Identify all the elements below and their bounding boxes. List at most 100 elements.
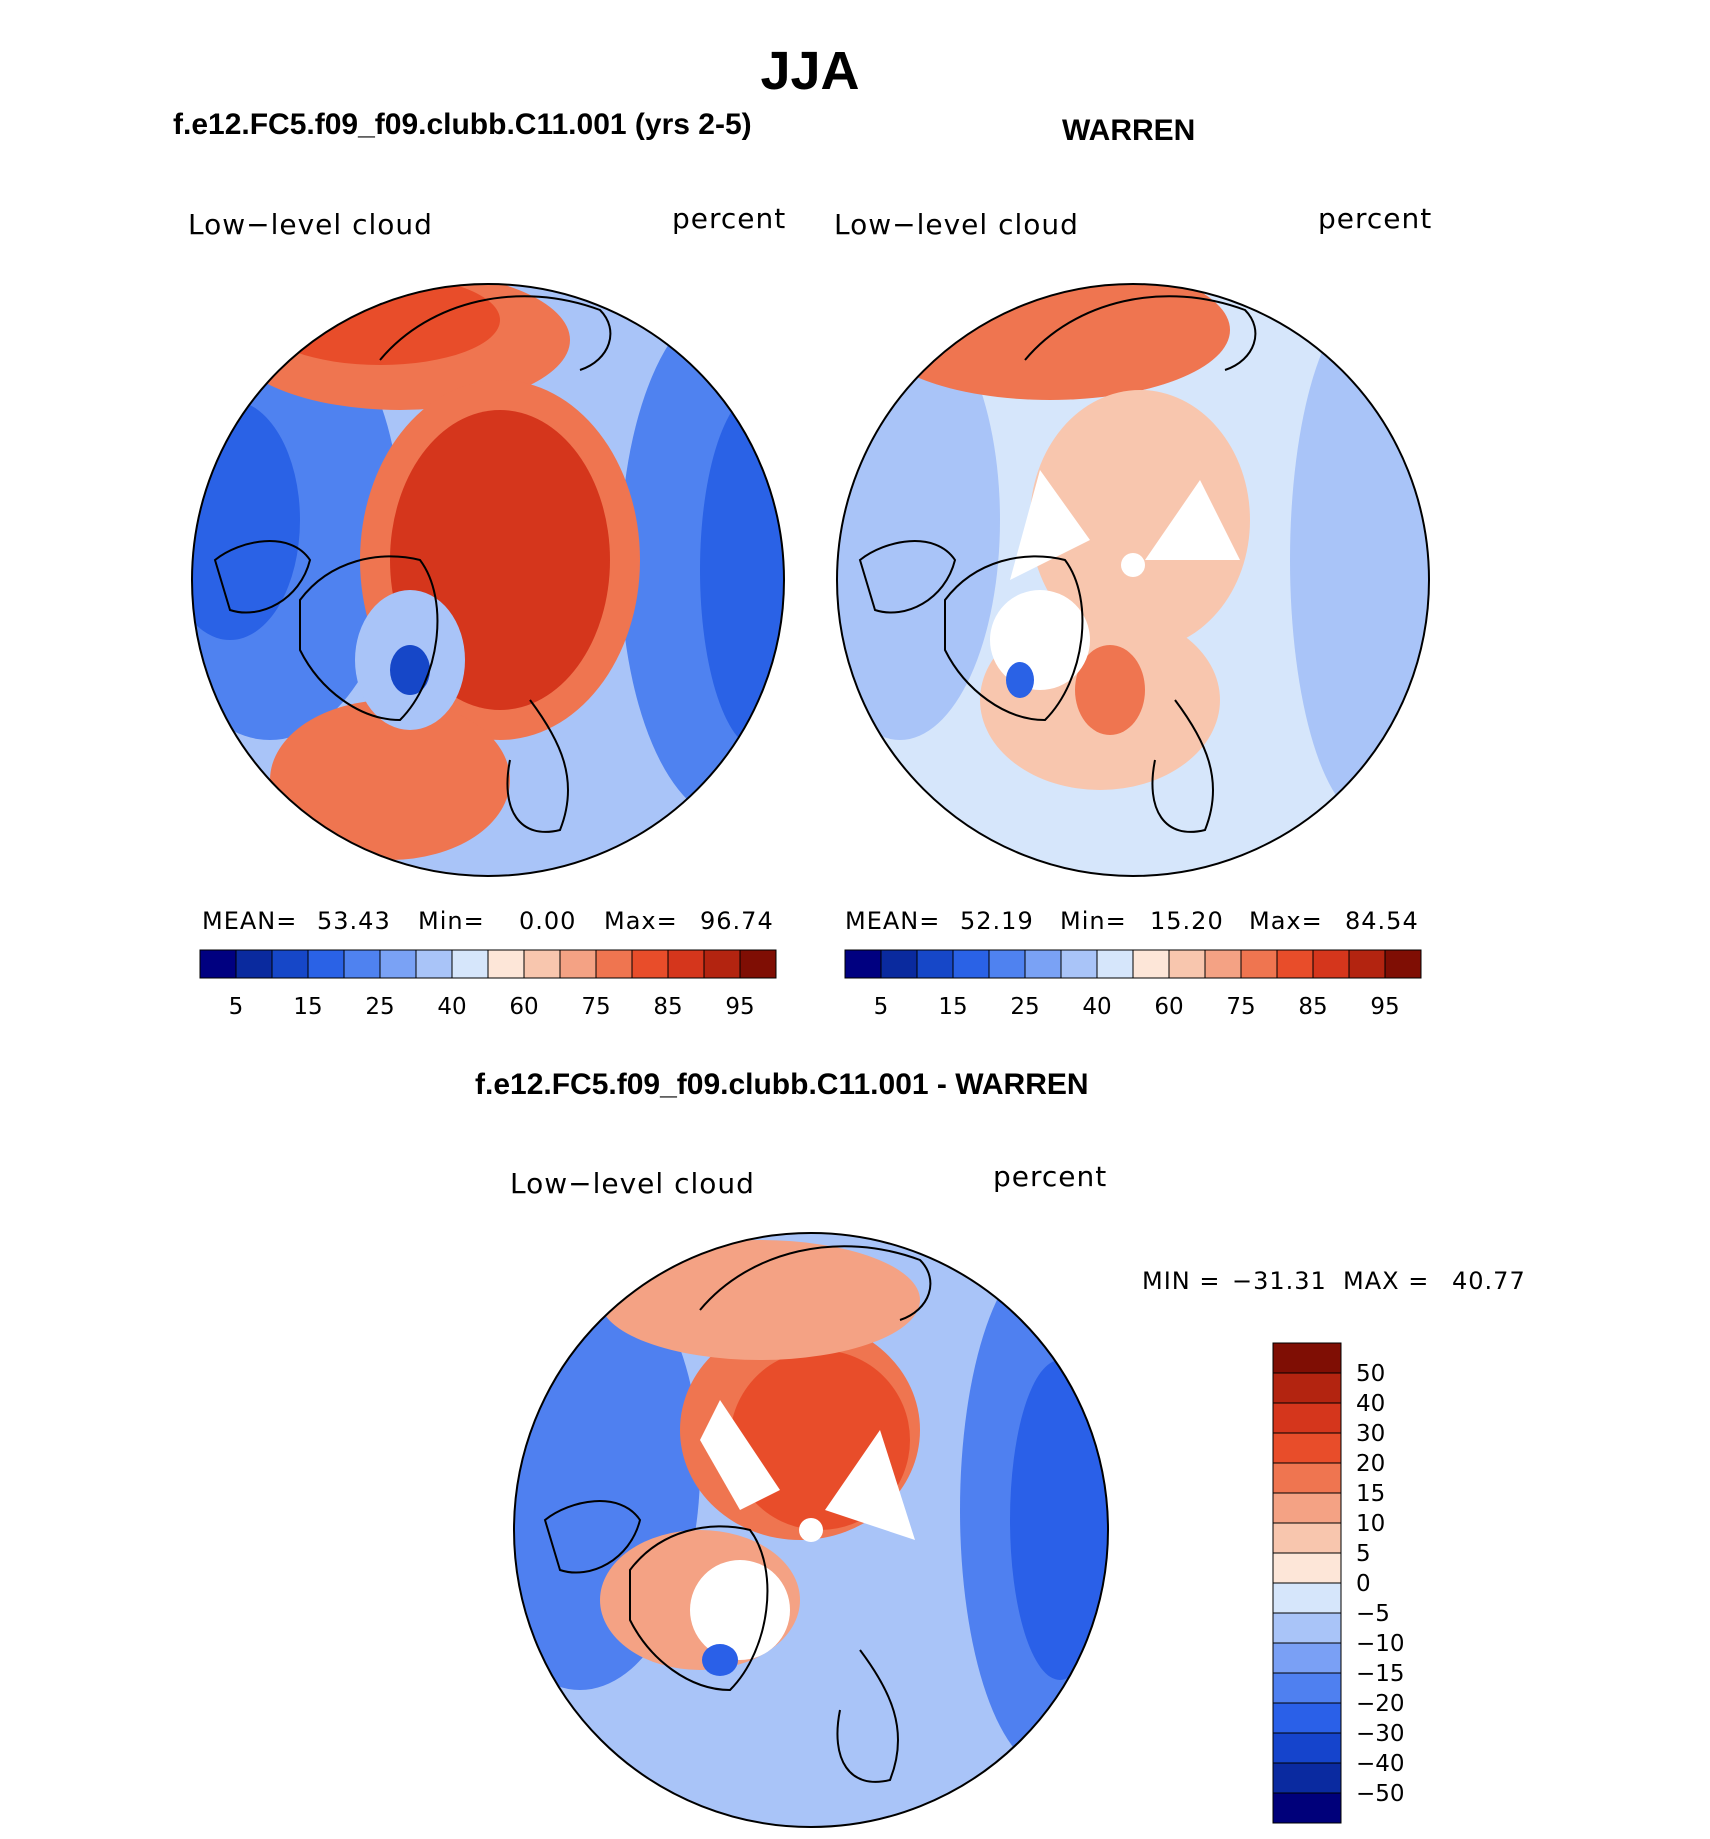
difference-colorbar-swatch bbox=[1272, 1492, 1342, 1524]
difference-colorbar-label: 0 bbox=[1356, 1571, 1371, 1597]
difference-colorbar-swatch bbox=[1272, 1702, 1342, 1734]
difference-variable: Low−level cloud bbox=[510, 1167, 755, 1200]
difference-units: percent bbox=[993, 1160, 1108, 1193]
difference-coastline-alaska bbox=[543, 1500, 642, 1574]
panel1-coastline-scandinavia bbox=[506, 699, 569, 833]
panel2-field-peach-center bbox=[1030, 390, 1250, 650]
panel2-coastline-alaska bbox=[858, 540, 957, 614]
panel2-missing-wedge-east bbox=[1145, 480, 1240, 560]
panel1-max-label: Max= bbox=[604, 907, 678, 935]
panel2-colorbar-label: 40 bbox=[1082, 994, 1111, 1020]
difference-colorbar-label: 10 bbox=[1356, 1511, 1385, 1537]
panel2-colorbar-swatch bbox=[1348, 949, 1386, 979]
difference-map-border bbox=[513, 1232, 1109, 1828]
panel2-min-value: 15.20 bbox=[1150, 907, 1224, 935]
panel2-colorbar-swatch bbox=[1060, 949, 1098, 979]
panel1-units: percent bbox=[672, 202, 787, 235]
difference-colorbar-label: −15 bbox=[1356, 1661, 1405, 1687]
panel2-field-greenland-blue bbox=[1006, 662, 1034, 698]
difference-missing-wedge-west bbox=[700, 1400, 780, 1510]
difference-colorbar-swatch bbox=[1272, 1342, 1342, 1374]
difference-colorbar-label: 5 bbox=[1356, 1541, 1371, 1567]
panel1-colorbar-label: 25 bbox=[365, 994, 394, 1020]
panel1-min-label: Min= bbox=[418, 907, 485, 935]
panel2-colorbar-label: 5 bbox=[874, 994, 889, 1020]
panel2-colorbar: 5 15 25 40 60 75 85 95 bbox=[844, 949, 1422, 1020]
panel2-colorbar-swatch bbox=[1276, 949, 1314, 979]
panel1-colorbar-swatch bbox=[487, 949, 525, 979]
panel1-colorbar-label: 60 bbox=[509, 994, 538, 1020]
difference-colorbar-swatch bbox=[1272, 1582, 1342, 1614]
panel2-min-label: Min= bbox=[1060, 907, 1127, 935]
difference-colorbar-swatch bbox=[1272, 1552, 1342, 1584]
difference-min-label: MIN = bbox=[1142, 1267, 1221, 1295]
panel1-colorbar-swatch bbox=[307, 949, 345, 979]
difference-colorbar-label: −30 bbox=[1356, 1721, 1405, 1747]
panel1-colorbar-label: 95 bbox=[725, 994, 754, 1020]
panel2-mean-value: 52.19 bbox=[960, 907, 1034, 935]
panel1-field-red-south bbox=[270, 700, 510, 860]
panel2-colorbar-swatch bbox=[1240, 949, 1278, 979]
difference-colorbar-swatch bbox=[1272, 1372, 1342, 1404]
difference-max-label: MAX = bbox=[1343, 1267, 1430, 1295]
panel1-colorbar-swatch bbox=[631, 949, 669, 979]
panel1-colorbar-swatch bbox=[451, 949, 489, 979]
panel1-map-border bbox=[191, 283, 785, 877]
difference-coastline-scandinavia bbox=[836, 1649, 899, 1783]
panel2-colorbar-label: 85 bbox=[1298, 994, 1327, 1020]
difference-coastline-greenland bbox=[629, 1525, 769, 1692]
panel1-colorbar-swatch bbox=[595, 949, 633, 979]
panel1-mean-label: MEAN= bbox=[202, 907, 298, 935]
panel1-coastline-siberia bbox=[379, 295, 612, 371]
panel1-colorbar-swatch bbox=[739, 949, 777, 979]
panel2-colorbar-swatch bbox=[988, 949, 1026, 979]
difference-colorbar-swatch bbox=[1272, 1762, 1342, 1794]
panel2-colorbar-label: 75 bbox=[1226, 994, 1255, 1020]
difference-coastline-siberia bbox=[699, 1245, 932, 1321]
panel2-colorbar-swatch bbox=[880, 949, 918, 979]
panel2-coastline-greenland bbox=[944, 555, 1084, 722]
difference-colorbar-swatch bbox=[1272, 1612, 1342, 1644]
panel1-colorbar-swatch bbox=[559, 949, 597, 979]
difference-max-value: 40.77 bbox=[1452, 1267, 1526, 1295]
difference-field-greenland-blue bbox=[702, 1644, 738, 1676]
difference-colorbar-label: −40 bbox=[1356, 1751, 1405, 1777]
panel2-title: WARREN bbox=[1062, 114, 1196, 147]
panel1-colorbar-swatch bbox=[199, 949, 237, 979]
panel1-colorbar-swatch bbox=[235, 949, 273, 979]
panel2-max-value: 84.54 bbox=[1345, 907, 1419, 935]
panel2-colorbar-swatch bbox=[1312, 949, 1350, 979]
panel1-field-blue-east-core bbox=[700, 390, 784, 750]
panel1-field-greenland-core bbox=[390, 645, 430, 695]
panel2-colorbar-swatch bbox=[952, 949, 990, 979]
panel2-pole-hole bbox=[1121, 553, 1145, 577]
panel1-colorbar-label: 40 bbox=[437, 994, 466, 1020]
difference-colorbar-label: −20 bbox=[1356, 1691, 1405, 1717]
difference-colorbar-label: 50 bbox=[1356, 1361, 1385, 1387]
panel1-max-value: 96.74 bbox=[700, 907, 774, 935]
difference-missing-greenland bbox=[690, 1560, 790, 1660]
difference-colorbar-swatch bbox=[1272, 1462, 1342, 1494]
difference-colorbar-swatch bbox=[1272, 1432, 1342, 1464]
difference-colorbar-label: 20 bbox=[1356, 1451, 1385, 1477]
panel1-colorbar-swatch bbox=[523, 949, 561, 979]
difference-colorbar-label: 40 bbox=[1356, 1391, 1385, 1417]
difference-title: f.e12.FC5.f09_f09.clubb.C11.001 - WARREN bbox=[475, 1068, 1089, 1101]
panel2-units: percent bbox=[1318, 202, 1433, 235]
panel1-mean-value: 53.43 bbox=[317, 907, 391, 935]
panel2-colorbar-swatch bbox=[1024, 949, 1062, 979]
panel2-colorbar-label: 60 bbox=[1154, 994, 1183, 1020]
panel1-colorbar: 5 15 25 40 60 75 85 95 bbox=[199, 949, 777, 1020]
difference-colorbar-label: 15 bbox=[1356, 1481, 1385, 1507]
panel2-colorbar-swatch bbox=[844, 949, 882, 979]
panel1-min-value: 0.00 bbox=[519, 907, 577, 935]
difference-colorbar-label: 30 bbox=[1356, 1421, 1385, 1447]
panel1-colorbar-label: 5 bbox=[229, 994, 244, 1020]
panel1-colorbar-swatch bbox=[343, 949, 381, 979]
difference-colorbar-label: −50 bbox=[1356, 1781, 1405, 1807]
panel2-colorbar-label: 15 bbox=[938, 994, 967, 1020]
panel1-colorbar-swatch bbox=[379, 949, 417, 979]
difference-field-peach-north bbox=[600, 1240, 920, 1360]
panel2-missing-greenland bbox=[990, 590, 1090, 690]
